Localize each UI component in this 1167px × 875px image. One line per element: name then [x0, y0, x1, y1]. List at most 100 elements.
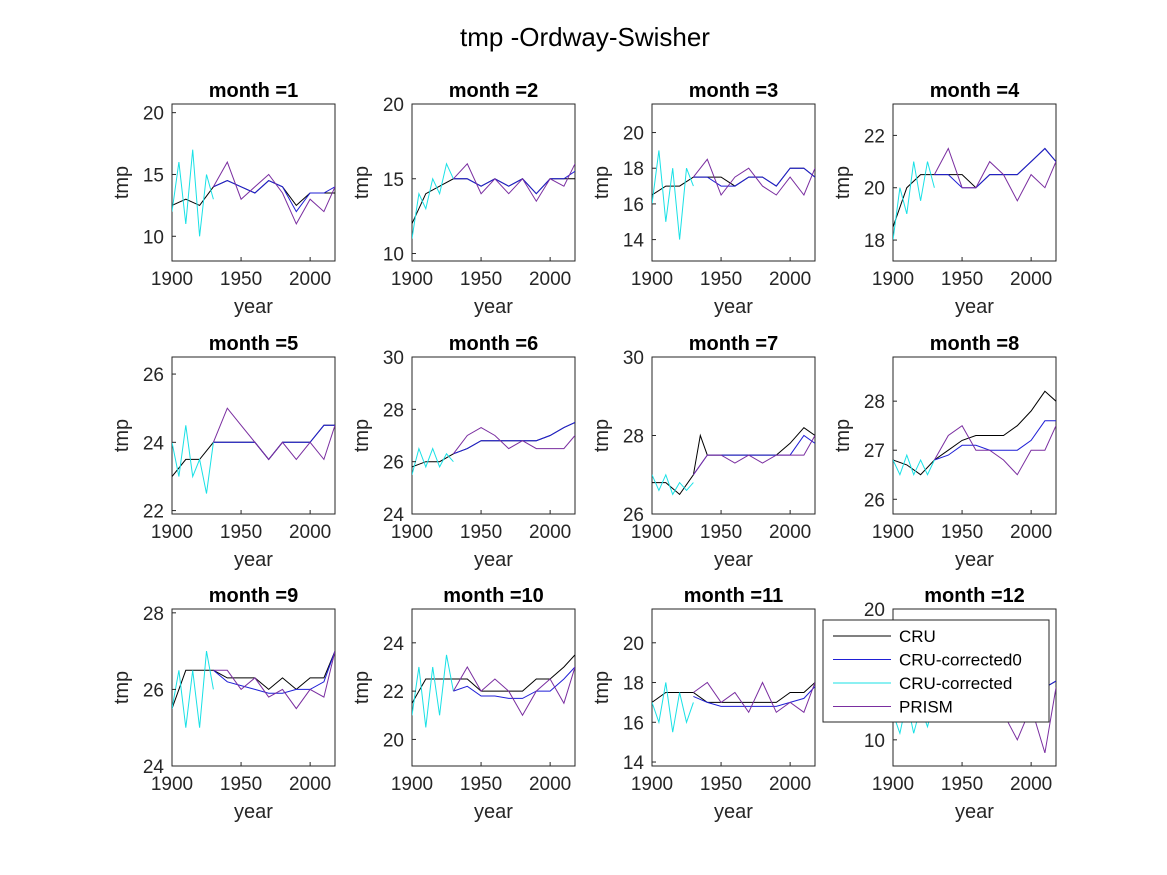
plot-area — [411, 103, 576, 262]
x-tick-label: 1900 — [391, 522, 433, 543]
x-tick-label: 2000 — [1010, 774, 1052, 795]
y-axis-label: tmp — [111, 166, 133, 199]
x-tick-label: 1950 — [460, 774, 502, 795]
subplot-title: month =10 — [443, 585, 544, 607]
y-axis-label: tmp — [351, 166, 373, 199]
legend-label: CRU — [899, 627, 936, 646]
x-axis-label: year — [714, 549, 753, 571]
series-line-prism — [453, 427, 575, 455]
y-tick-label: 26 — [143, 680, 164, 701]
series-line-cru-corrected — [172, 149, 214, 237]
x-tick-label: 1950 — [460, 269, 502, 290]
x-tick-label: 1900 — [391, 269, 433, 290]
x-tick-label: 1950 — [220, 269, 262, 290]
y-tick-label: 20 — [623, 124, 644, 145]
x-tick-label: 1950 — [700, 269, 742, 290]
series-line-cru-corrected0 — [453, 170, 575, 195]
y-tick-label: 28 — [143, 604, 164, 625]
y-tick-label: 20 — [143, 104, 164, 125]
x-axis-label: year — [955, 801, 994, 823]
x-tick-label: 2000 — [289, 522, 331, 543]
x-axis-label: year — [474, 549, 513, 571]
x-tick-label: 1900 — [872, 269, 914, 290]
x-tick-label: 1900 — [391, 774, 433, 795]
series-line-cru-corrected0 — [453, 421, 575, 455]
x-axis-label: year — [714, 296, 753, 318]
y-axis-label: tmp — [591, 166, 613, 199]
x-tick-label: 2000 — [769, 522, 811, 543]
x-tick-label: 2000 — [529, 774, 571, 795]
series-line-prism — [452, 665, 575, 717]
y-tick-label: 18 — [864, 231, 885, 252]
y-axis-label: tmp — [351, 671, 373, 704]
subplot-title: month =6 — [449, 333, 538, 355]
y-axis-label: tmp — [111, 671, 133, 704]
series-line-prism — [212, 407, 335, 461]
y-tick-label: 10 — [383, 245, 404, 266]
series-line-cru-corrected — [652, 473, 694, 496]
series-line-cru-corrected — [172, 425, 214, 494]
plot-area — [411, 608, 576, 767]
x-axis-label: year — [474, 296, 513, 318]
y-tick-label: 24 — [143, 757, 165, 778]
x-tick-label: 1950 — [941, 269, 983, 290]
x-tick-label: 1950 — [460, 522, 502, 543]
y-tick-label: 28 — [864, 392, 885, 413]
x-axis-label: year — [234, 549, 273, 571]
series-line-cru-corrected — [172, 651, 214, 728]
subplot-month-10: 1900 1950 2000 20 22 24 month =10 year tmp — [351, 585, 576, 823]
y-axis-label: tmp — [591, 671, 613, 704]
x-tick-label: 1950 — [941, 774, 983, 795]
y-tick-label: 30 — [623, 348, 644, 369]
y-tick-label: 24 — [143, 433, 165, 454]
y-tick-label: 20 — [383, 730, 404, 751]
series-line-cru-corrected — [412, 654, 454, 728]
subplot-title: month =9 — [209, 585, 298, 607]
y-tick-label: 15 — [143, 165, 164, 186]
legend-box — [822, 619, 1050, 723]
x-tick-label: 2000 — [769, 269, 811, 290]
y-axis-label: tmp — [832, 419, 854, 452]
subplot-title: month =8 — [930, 333, 1019, 355]
series-line-cru-corrected — [893, 161, 935, 241]
y-tick-label: 26 — [383, 453, 404, 474]
series-line-prism — [692, 435, 815, 476]
y-tick-label: 26 — [864, 490, 885, 511]
x-axis-label: year — [955, 296, 994, 318]
series-line-prism — [933, 424, 1056, 476]
series-line-cru-corrected — [652, 150, 694, 240]
y-tick-label: 20 — [623, 634, 644, 655]
subplot-title: month =2 — [449, 80, 538, 102]
subplot-title: month =5 — [209, 333, 298, 355]
series-line-prism — [693, 681, 815, 714]
y-tick-label: 26 — [623, 505, 644, 526]
subplot-month-5: 1900 1950 2000 22 24 26 month =5 year tmp — [111, 333, 336, 571]
y-axis-label: tmp — [111, 419, 133, 452]
y-tick-label: 20 — [383, 95, 404, 116]
y-tick-label: 14 — [623, 231, 645, 252]
series-line-cru-corrected — [893, 700, 935, 736]
plot-area — [651, 608, 816, 767]
series-line-cru-corrected0 — [693, 686, 815, 707]
x-axis-label: year — [955, 549, 994, 571]
plot-area — [651, 103, 816, 262]
x-tick-label: 2000 — [529, 522, 571, 543]
y-tick-label: 22 — [864, 126, 885, 147]
x-tick-label: 2000 — [769, 774, 811, 795]
subplot-month-6: 1900 1950 2000 24 26 28 30 month =6 year tmp — [351, 333, 576, 571]
series-line-cru-corrected — [893, 453, 935, 477]
series-line-prism — [693, 158, 815, 197]
subplot-title: month =1 — [209, 80, 298, 102]
y-tick-label: 28 — [383, 400, 404, 421]
x-tick-label: 1900 — [151, 774, 193, 795]
subplot-month-1: 1900 1950 2000 10 15 20 month =1 year tmp — [111, 80, 336, 318]
series-line-prism — [212, 160, 335, 226]
y-tick-label: 20 — [864, 179, 885, 200]
subplot-month-9: 1900 1950 2000 24 26 28 month =9 year tmp — [111, 585, 336, 823]
y-tick-label: 22 — [143, 502, 164, 523]
x-tick-label: 1950 — [700, 522, 742, 543]
x-axis-label: year — [234, 801, 273, 823]
series-line-cru-corrected0 — [934, 420, 1056, 461]
legend-label: CRU-corrected0 — [899, 651, 1022, 670]
subplot-title: month =4 — [930, 80, 1020, 102]
